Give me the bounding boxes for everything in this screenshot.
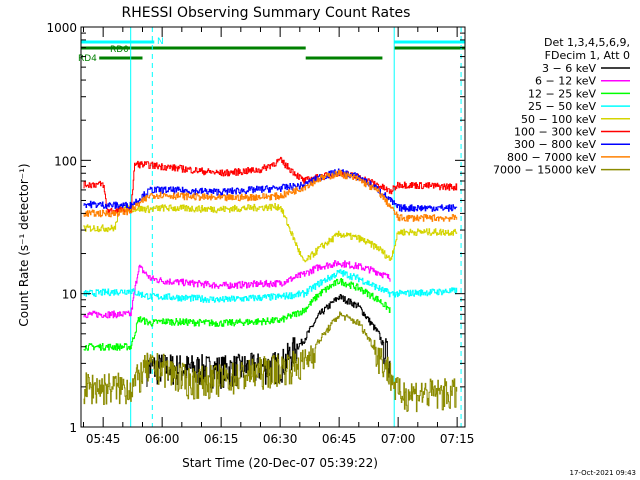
x-axis-label: Start Time (20-Dec-07 05:39:22) [182, 456, 378, 470]
series-line-8 [83, 169, 458, 222]
legend-entry-label: 12 − 25 keV [528, 87, 596, 100]
series-line-4 [83, 269, 458, 303]
flag-bars: N RD0 RD4 [78, 37, 465, 64]
legend-header-line: FDecim 1, Att 0 [545, 49, 630, 62]
x-tick-label: 07:15 [440, 432, 475, 446]
legend-entry-label: 800 − 7000 keV [507, 151, 596, 164]
y-tick-label: 1000 [46, 21, 77, 35]
y-tick-label: 100 [54, 154, 77, 168]
x-tick-label: 06:00 [145, 432, 180, 446]
series-line-5 [83, 203, 458, 263]
y-axis-label: Count Rate (s⁻¹ detector⁻¹) [17, 163, 31, 326]
y-tick-label: 10 [62, 288, 77, 302]
plot-frame [80, 26, 466, 428]
legend-entry-label: 7000 − 15000 keV [493, 164, 596, 177]
y-tick-label: 1 [69, 421, 77, 435]
series-line-9 [83, 311, 458, 413]
footer-timestamp: 17-Oct-2021 09:43 [570, 469, 636, 477]
legend: Det 1,3,4,5,6,9,FDecim 1, Att 03 − 6 keV… [493, 36, 630, 177]
legend-header-line: Det 1,3,4,5,6,9, [544, 36, 630, 49]
legend-entry-label: 50 − 100 keV [521, 113, 596, 126]
x-tick-label: 07:00 [381, 432, 416, 446]
x-tick-label: 06:15 [204, 432, 239, 446]
series-group [83, 156, 458, 413]
flag-rd4-label: RD4 [78, 54, 97, 64]
flag-rd0-label: RD0 [110, 45, 129, 55]
flag-n-label: N [157, 37, 164, 47]
legend-entry-label: 100 − 300 keV [514, 126, 596, 139]
series-line-6 [83, 156, 458, 215]
x-tick-label: 05:45 [86, 432, 121, 446]
legend-entry-label: 25 − 50 keV [528, 100, 596, 113]
legend-entry-label: 300 − 800 keV [514, 138, 596, 151]
chart-title: RHESSI Observing Summary Count Rates [122, 5, 411, 21]
x-tick-label: 06:45 [322, 432, 357, 446]
x-tick-label: 06:30 [263, 432, 298, 446]
legend-entry-label: 6 − 12 keV [535, 75, 596, 88]
axes: 1 10 100 1000 05:45 06:00 06:15 06:30 06:45 07:00… [46, 21, 474, 446]
series-line-3 [83, 278, 391, 351]
legend-entry-label: 3 − 6 keV [542, 62, 596, 75]
